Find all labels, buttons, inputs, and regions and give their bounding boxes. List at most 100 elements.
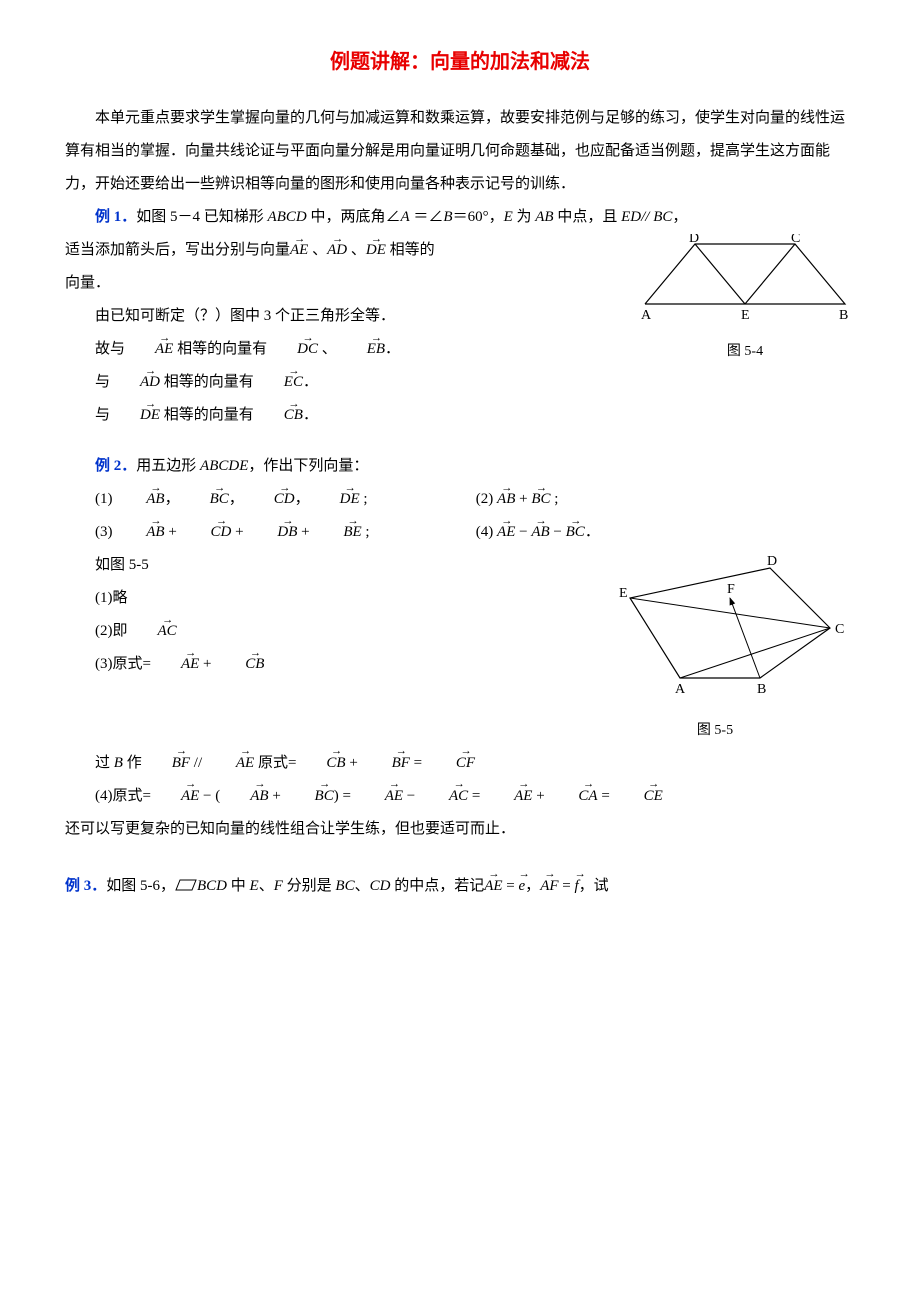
t: − bbox=[515, 524, 531, 540]
t: = bbox=[598, 788, 614, 804]
vec-AB: AB bbox=[531, 516, 549, 549]
t: ， bbox=[229, 491, 244, 507]
t: ) = bbox=[334, 788, 355, 804]
vec-e: e bbox=[519, 870, 526, 903]
svg-text:D: D bbox=[689, 234, 699, 246]
t: − ( bbox=[199, 788, 220, 804]
svg-text:C: C bbox=[835, 622, 844, 637]
fig54-caption: 图 5-4 bbox=[635, 337, 855, 368]
t: 故与 bbox=[95, 341, 125, 357]
t: 作 bbox=[123, 755, 142, 771]
t: ． bbox=[385, 341, 400, 357]
svg-text:E: E bbox=[619, 586, 628, 601]
t: ， bbox=[525, 878, 540, 894]
vec-CD: CD bbox=[181, 516, 232, 549]
vec-AE: AE bbox=[484, 870, 502, 903]
vec-AC: AC bbox=[419, 780, 468, 813]
vec-DE: DE bbox=[366, 234, 386, 267]
t: 相等的向量有 bbox=[160, 407, 254, 423]
t: ABCD bbox=[268, 209, 307, 225]
parallelogram-icon bbox=[175, 879, 197, 891]
t: − bbox=[550, 524, 566, 540]
ex2-a5: (4)原式=AE − (AB + BC) = AE − AC = AE + CA… bbox=[65, 780, 855, 813]
ex2-tail: 还可以写更复杂的已知向量的线性组合让学生练，但也要适可而止． bbox=[65, 813, 855, 846]
t: 、 bbox=[318, 341, 337, 357]
t: E bbox=[504, 209, 513, 225]
t: (3) bbox=[95, 524, 116, 540]
t: AB bbox=[535, 209, 553, 225]
t: = bbox=[410, 755, 426, 771]
t: = bbox=[468, 788, 484, 804]
vec-AB: AB bbox=[220, 780, 268, 813]
vec-EB: EB bbox=[337, 333, 385, 366]
t: (2) bbox=[476, 491, 497, 507]
t: ，作出下列向量： bbox=[248, 458, 368, 474]
t: ． bbox=[303, 374, 318, 390]
ex2-label: 例 2． bbox=[95, 458, 136, 474]
t: ， bbox=[165, 491, 180, 507]
svg-text:B: B bbox=[839, 308, 848, 323]
vec-AE: AE bbox=[497, 516, 515, 549]
t: + bbox=[165, 524, 181, 540]
t: 为 bbox=[513, 209, 536, 225]
t: ; bbox=[362, 524, 370, 540]
t: BC bbox=[335, 878, 354, 894]
t: 如图 5－4 已知梯形 bbox=[136, 209, 267, 225]
figure-5-4: A E B D C 图 5-4 bbox=[635, 234, 855, 368]
t: E bbox=[250, 878, 259, 894]
t: 相等的向量有 bbox=[173, 341, 267, 357]
t: 与 bbox=[95, 407, 110, 423]
t: CD bbox=[370, 878, 391, 894]
intro-para: 本单元重点要求学生掌握向量的几何与加减运算和数乘运算，故要安排范例与足够的练习，… bbox=[65, 102, 855, 201]
vec-DE: DE bbox=[110, 399, 160, 432]
t: − bbox=[403, 788, 419, 804]
svg-text:E: E bbox=[741, 308, 750, 323]
t: 、 bbox=[347, 242, 366, 258]
t: 、 bbox=[355, 878, 370, 894]
vec-AF: AF bbox=[540, 870, 558, 903]
t: (4) bbox=[476, 524, 497, 540]
t: + bbox=[532, 788, 548, 804]
t: ; bbox=[360, 491, 368, 507]
svg-text:D: D bbox=[767, 554, 777, 569]
t: 中，两底角∠ bbox=[307, 209, 401, 225]
svg-text:A: A bbox=[641, 308, 652, 323]
t: (1) bbox=[95, 491, 116, 507]
t: B bbox=[443, 209, 452, 225]
ex3-label: 例 3． bbox=[65, 878, 106, 894]
svg-text:C: C bbox=[791, 234, 800, 246]
vec-AD: AD bbox=[327, 234, 347, 267]
t: 、 bbox=[308, 242, 327, 258]
ex3-line: 例 3．如图 5-6，BCD 中 E、F 分别是 BC、CD 的中点，若记AE … bbox=[65, 870, 855, 903]
svg-text:B: B bbox=[757, 682, 766, 697]
t: + bbox=[297, 524, 313, 540]
t: 过 bbox=[95, 755, 114, 771]
t: 相等的 bbox=[386, 242, 435, 258]
vec-CE: CE bbox=[614, 780, 663, 813]
t: = bbox=[503, 878, 519, 894]
t: + bbox=[199, 656, 215, 672]
t: ． bbox=[303, 407, 318, 423]
t: + bbox=[515, 491, 531, 507]
page-title: 例题讲解：向量的加法和减法 bbox=[65, 40, 855, 84]
vec-AB: AB bbox=[116, 516, 164, 549]
t: 中点，且 bbox=[554, 209, 622, 225]
t: (2)即 bbox=[95, 623, 128, 639]
t: ＝∠ bbox=[410, 209, 444, 225]
t: ， bbox=[672, 209, 687, 225]
ex1-line1: 例 1．如图 5－4 已知梯形 ABCD 中，两底角∠A ＝∠B＝60°，E 为… bbox=[65, 201, 855, 234]
fig55-caption: 图 5-5 bbox=[575, 716, 855, 747]
t: B bbox=[114, 755, 123, 771]
t: A bbox=[400, 209, 409, 225]
t: 用五边形 bbox=[136, 458, 200, 474]
t: F bbox=[274, 878, 283, 894]
t: 中 bbox=[227, 878, 250, 894]
vec-AE: AE bbox=[484, 780, 532, 813]
ex2-row2: (3) AB + CD + DB + BE ; (4) AE − AB − BC… bbox=[65, 516, 855, 549]
t: ED// BC bbox=[621, 209, 672, 225]
vec-BC: BC bbox=[285, 780, 334, 813]
vec-CA: CA bbox=[548, 780, 597, 813]
t: ＝60°， bbox=[453, 209, 504, 225]
vec-BE: BE bbox=[313, 516, 361, 549]
figure-5-5: A B C D E F 图 5-5 bbox=[575, 553, 855, 747]
